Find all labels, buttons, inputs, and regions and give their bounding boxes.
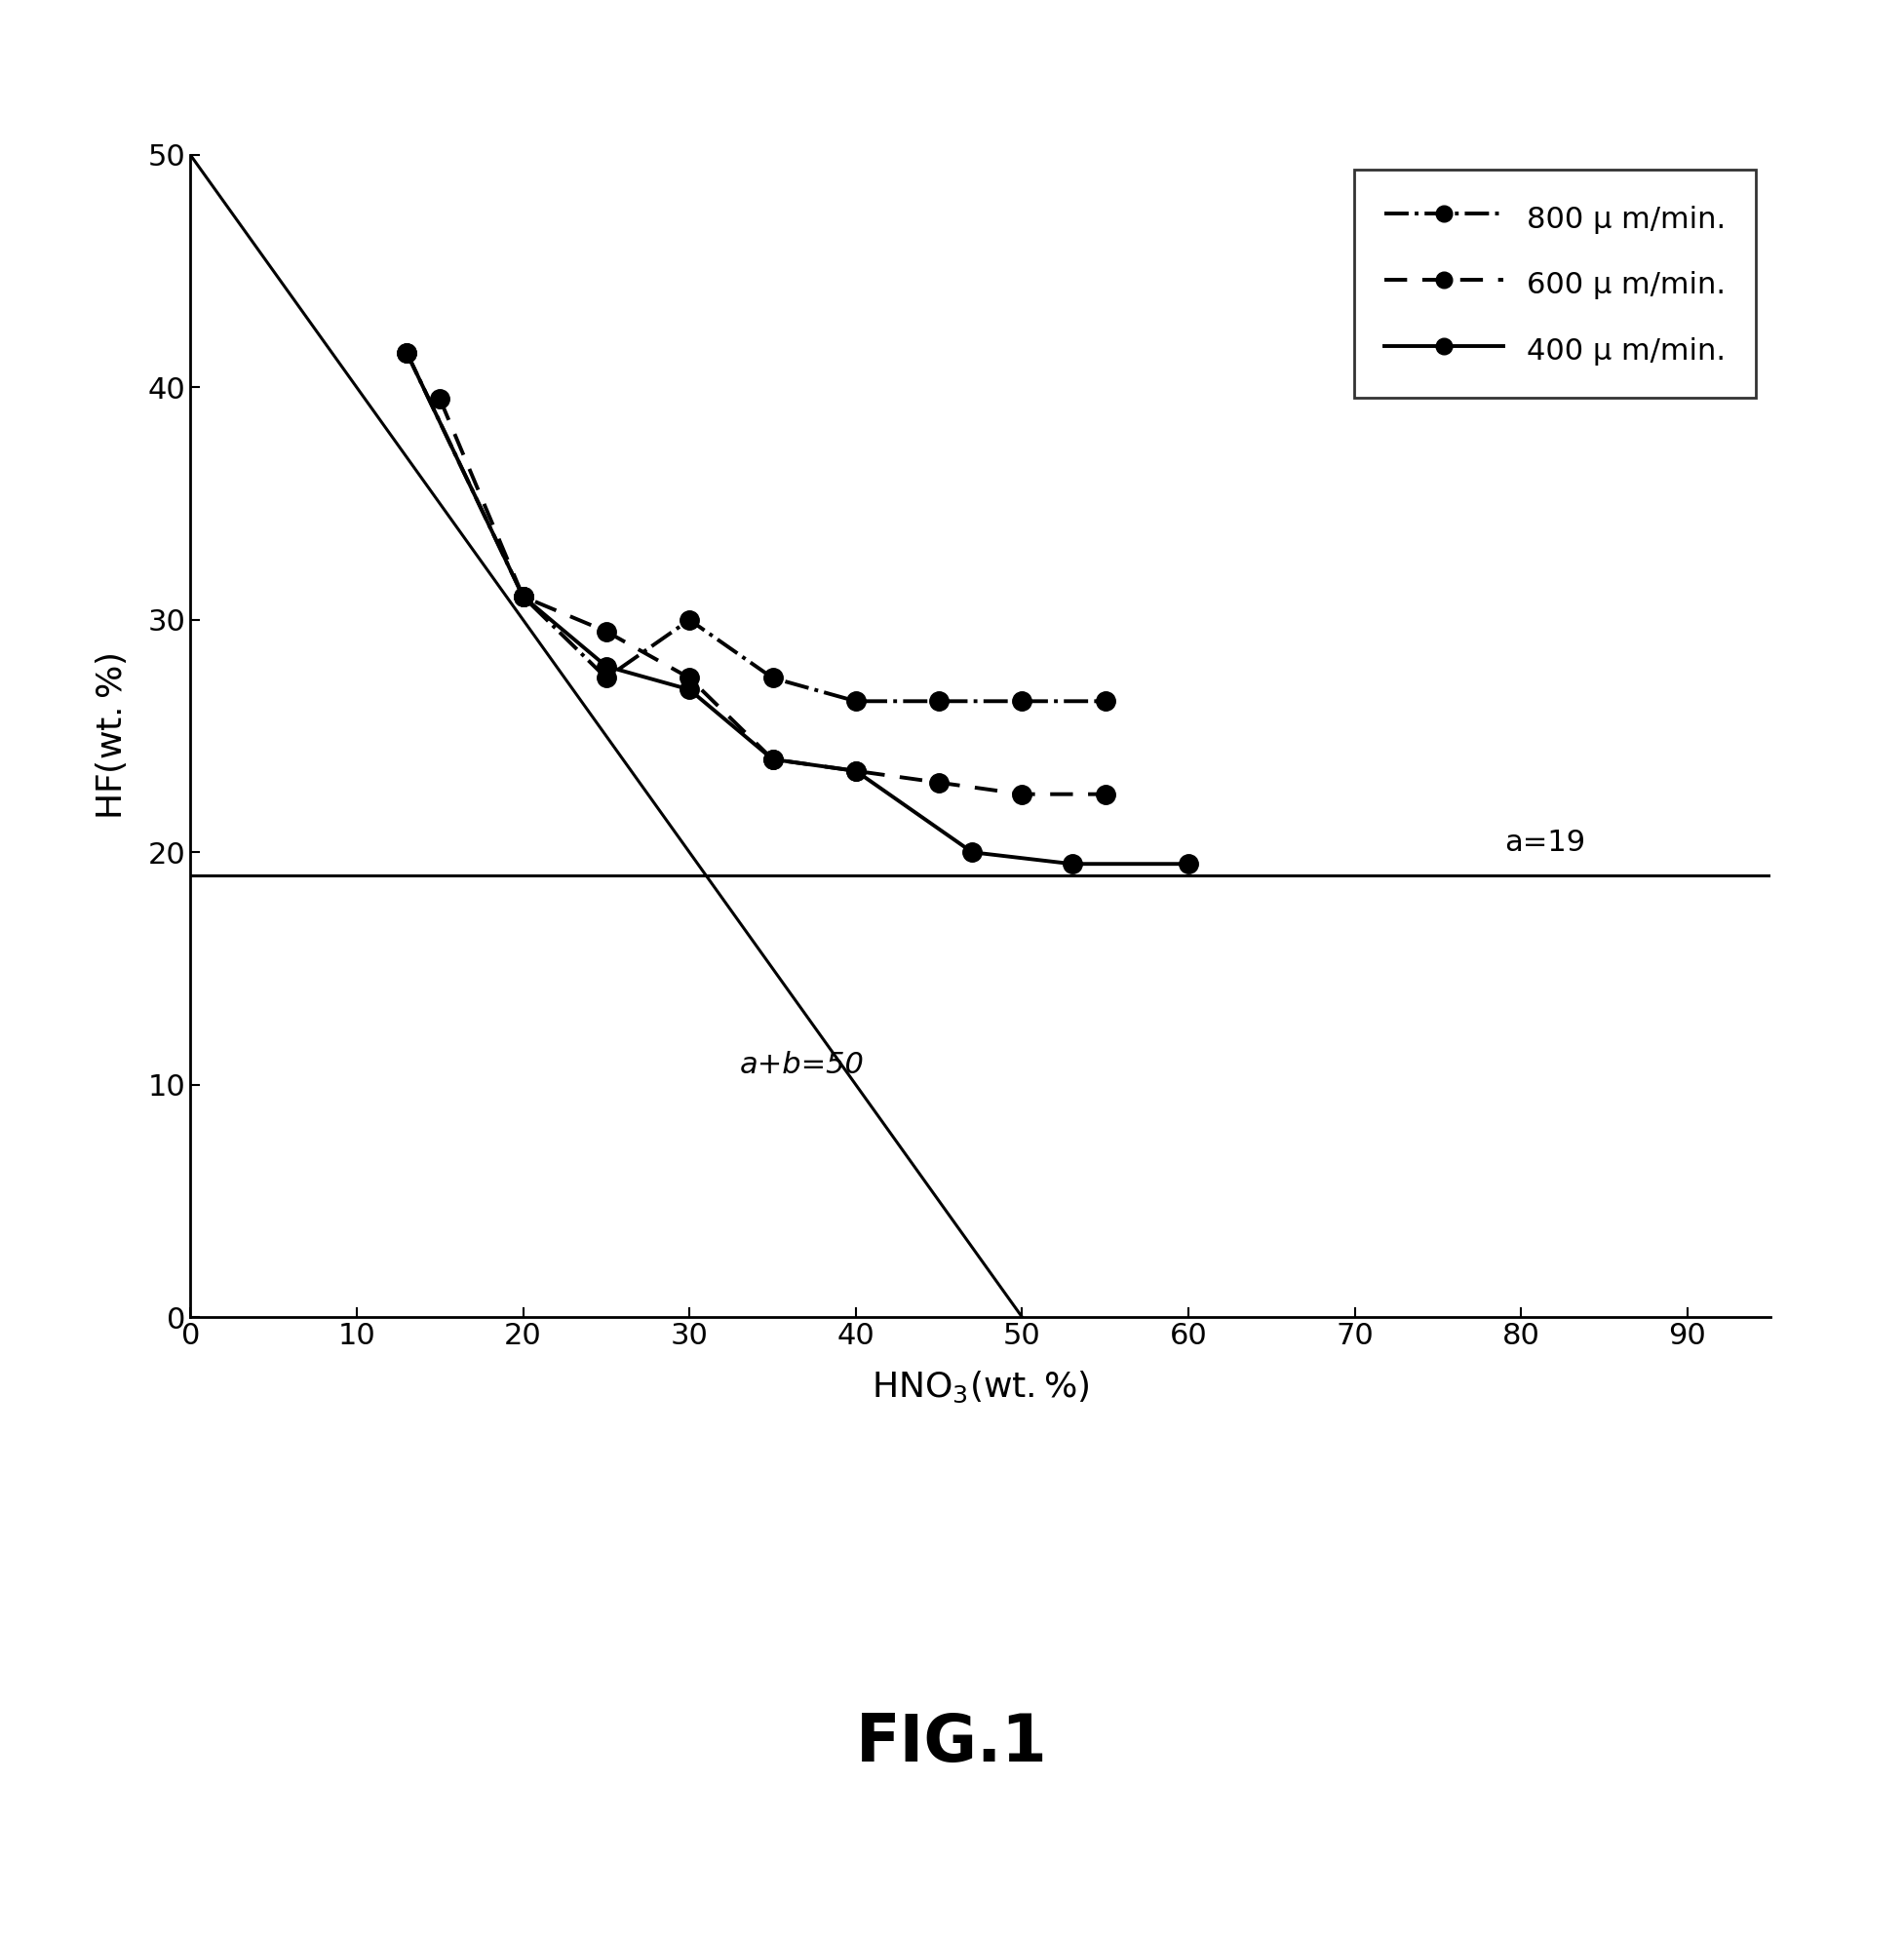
Text: FIG.1: FIG.1 [857,1710,1047,1776]
Legend: 800 μ m/min., 600 μ m/min., 400 μ m/min.: 800 μ m/min., 600 μ m/min., 400 μ m/min. [1354,170,1755,397]
Y-axis label: $\mathrm{HF(wt.\%)}$: $\mathrm{HF(wt.\%)}$ [93,653,129,819]
Text: a=19: a=19 [1504,829,1586,856]
X-axis label: $\mathrm{HNO_3(wt.\%)}$: $\mathrm{HNO_3(wt.\%)}$ [872,1369,1089,1404]
Text: a+b=50: a+b=50 [739,1050,864,1079]
